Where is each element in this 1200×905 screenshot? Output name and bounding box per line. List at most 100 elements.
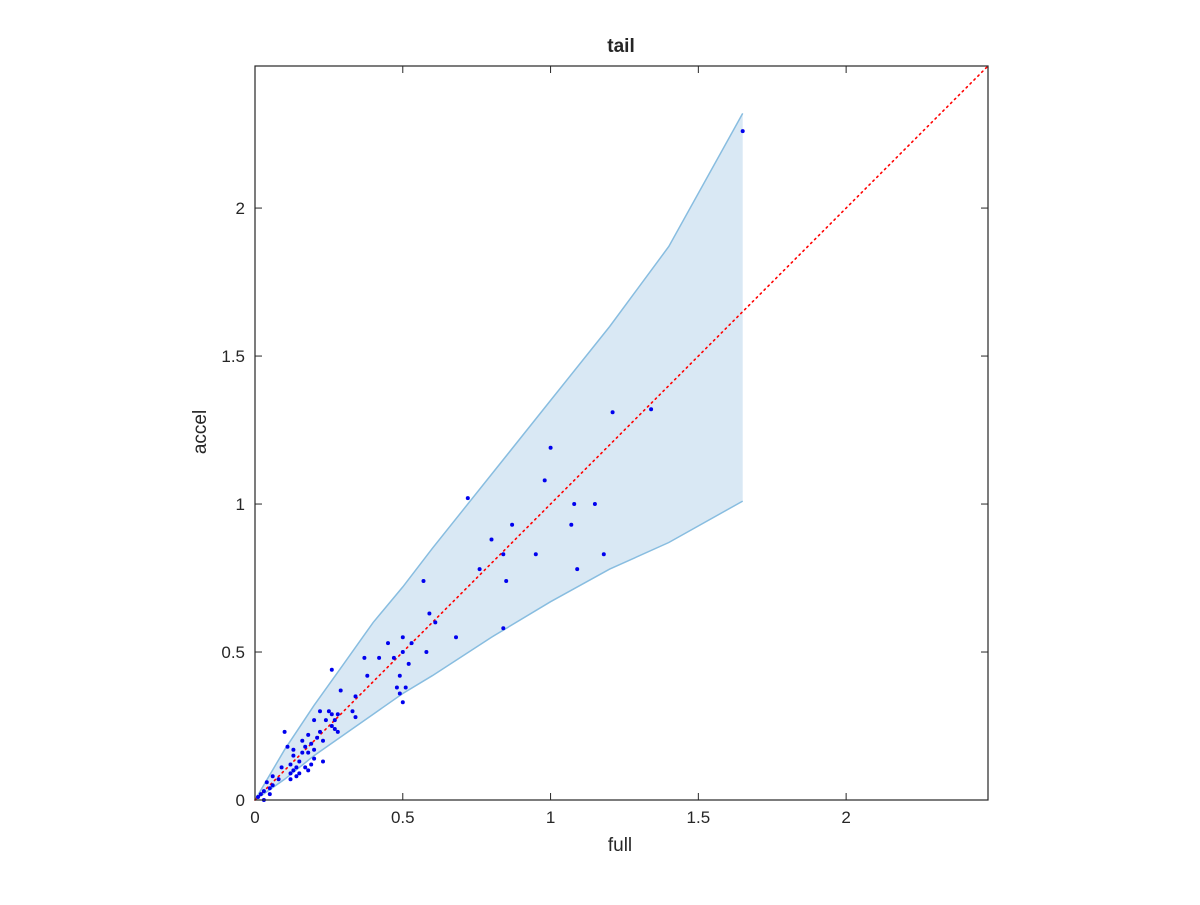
data-point: [303, 765, 308, 770]
data-point: [285, 744, 290, 749]
data-point: [403, 685, 408, 690]
data-point: [504, 579, 509, 583]
y-tick-label: 0.5: [221, 643, 245, 662]
data-point: [326, 709, 331, 714]
data-point: [377, 655, 382, 660]
x-tick-label: 0.5: [391, 808, 415, 827]
data-point: [300, 738, 305, 743]
x-axis-label: full: [608, 835, 632, 856]
x-tick-label: 1: [546, 808, 555, 827]
data-point: [427, 611, 432, 616]
data-point: [542, 478, 547, 483]
data-point: [400, 650, 405, 654]
data-point: [433, 620, 438, 625]
confidence-band: [254, 113, 744, 801]
data-point: [270, 774, 275, 779]
data-point: [261, 789, 266, 794]
data-point: [362, 655, 367, 660]
data-point: [400, 635, 405, 640]
data-point: [264, 780, 269, 785]
data-point: [353, 694, 358, 699]
data-point: [323, 718, 328, 723]
data-point: [303, 744, 308, 749]
data-point: [288, 777, 293, 782]
data-point: [610, 410, 615, 415]
data-point: [318, 709, 322, 714]
data-point: [312, 756, 317, 761]
data-point: [533, 552, 538, 557]
data-point: [306, 732, 311, 737]
data-point: [649, 407, 654, 412]
data-point: [276, 777, 281, 782]
data-point: [332, 727, 337, 731]
data-point: [270, 783, 275, 788]
data-point: [397, 673, 402, 678]
data-point: [329, 724, 334, 728]
data-point: [332, 718, 337, 723]
data-point: [477, 567, 482, 572]
x-tick-label: 1.5: [687, 808, 711, 827]
plot-frame: [254, 65, 989, 801]
band-upper-edge: [254, 113, 744, 801]
y-tick-label: 0: [236, 791, 245, 810]
data-points: [256, 129, 745, 802]
axes: [254, 65, 989, 801]
data-point: [282, 729, 287, 734]
y-tick-label: 1.5: [221, 347, 245, 366]
data-point: [421, 579, 426, 583]
data-point: [288, 771, 293, 776]
data-point: [309, 741, 314, 746]
data-point: [312, 718, 317, 723]
data-point: [454, 635, 458, 640]
data-point: [315, 735, 320, 740]
data-point: [267, 792, 272, 797]
data-point: [572, 502, 577, 506]
reference-line-group: [254, 65, 989, 801]
data-point: [465, 496, 470, 501]
data-point: [353, 715, 358, 720]
data-point: [329, 712, 334, 717]
data-point: [501, 552, 506, 557]
data-point: [335, 729, 340, 734]
data-point: [409, 641, 414, 646]
data-point: [397, 691, 402, 696]
data-point: [601, 552, 606, 557]
data-point: [394, 685, 399, 690]
data-point: [391, 655, 396, 660]
data-point: [258, 792, 263, 797]
data-point: [386, 641, 390, 646]
data-point: [279, 765, 284, 770]
data-point: [291, 753, 296, 758]
data-point: [329, 667, 334, 672]
data-point: [575, 567, 580, 572]
data-point: [291, 747, 296, 752]
data-point: [424, 650, 429, 654]
data-point: [548, 445, 553, 450]
data-point: [312, 747, 317, 752]
data-point: [335, 712, 340, 717]
data-point: [306, 768, 311, 773]
band-fill: [255, 113, 743, 800]
data-point: [297, 771, 302, 776]
data-point: [365, 673, 370, 678]
data-point: [297, 759, 302, 764]
y-tick-label: 1: [236, 495, 245, 514]
data-point: [510, 522, 515, 527]
data-point: [569, 522, 574, 527]
data-point: [338, 688, 343, 693]
chart-title: tail: [607, 36, 634, 57]
data-point: [309, 762, 314, 767]
tick-labels: 0 0.5 1 1.5 2 0 0.5 1 1.5 2: [221, 199, 851, 827]
data-point: [294, 774, 299, 779]
x-tick-label: 0: [250, 808, 259, 827]
data-point: [350, 709, 355, 714]
data-point: [291, 768, 296, 773]
data-point: [740, 129, 745, 134]
y-axis-label: accel: [190, 410, 211, 454]
data-point: [592, 502, 597, 506]
band-lower-edge: [254, 500, 744, 801]
data-point: [288, 762, 293, 767]
data-point: [294, 765, 299, 770]
